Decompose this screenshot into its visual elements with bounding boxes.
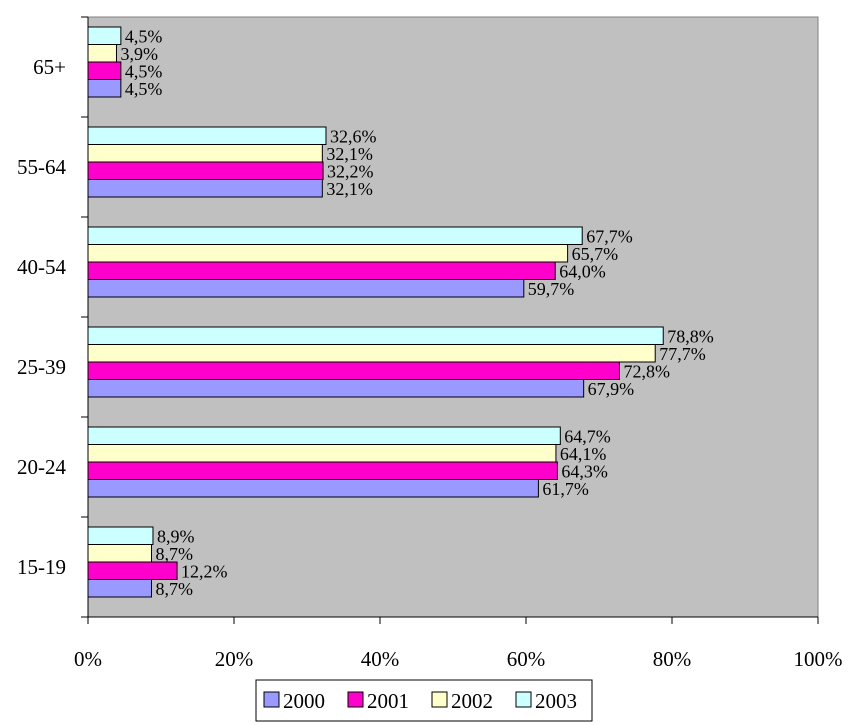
- bar-2001: [87, 561, 178, 580]
- bar-2000: [87, 79, 122, 98]
- data-label: 61,7%: [542, 479, 589, 499]
- x-tick-label: 60%: [507, 647, 546, 671]
- data-label: 4,5%: [125, 79, 163, 99]
- x-tick-label: 20%: [215, 647, 254, 671]
- data-label: 32,6%: [330, 127, 377, 147]
- data-label: 3,9%: [120, 44, 158, 64]
- bar-2000: [87, 379, 585, 398]
- legend-swatch-2000: [263, 691, 280, 708]
- bar-2001: [87, 261, 556, 280]
- data-label: 4,5%: [125, 62, 163, 82]
- bar-2002: [87, 344, 656, 363]
- bar-2000: [87, 579, 153, 598]
- category-label: 25-39: [17, 355, 66, 379]
- data-label: 4,5%: [125, 27, 163, 47]
- bar-2001: [87, 461, 558, 480]
- bar-2003: [87, 426, 561, 445]
- bar-2003: [87, 526, 154, 545]
- data-label: 65,7%: [572, 244, 619, 264]
- legend-label: 2001: [367, 689, 409, 713]
- data-label: 32,1%: [326, 144, 373, 164]
- bar-2003: [87, 26, 122, 45]
- legend-label: 2002: [451, 689, 493, 713]
- bar-2000: [87, 179, 323, 198]
- category-label: 20-24: [17, 455, 66, 479]
- plot-area: [87, 16, 819, 618]
- category-label: 65+: [33, 55, 66, 79]
- data-label: 8,7%: [156, 579, 194, 599]
- legend-label: 2003: [535, 689, 577, 713]
- bar-2001: [87, 161, 324, 180]
- data-label: 64,0%: [559, 262, 606, 282]
- bar-2003: [87, 326, 664, 345]
- bar-2002: [87, 444, 557, 463]
- legend-label: 2000: [283, 689, 325, 713]
- bar-2001: [87, 361, 620, 380]
- data-label: 32,2%: [327, 162, 374, 182]
- bar-2000: [87, 279, 525, 298]
- x-tick-label: 80%: [653, 647, 692, 671]
- data-label: 67,7%: [586, 227, 633, 247]
- data-label: 67,9%: [588, 379, 635, 399]
- bar-2002: [87, 244, 569, 263]
- bar-2000: [87, 479, 539, 498]
- data-label: 8,7%: [156, 544, 194, 564]
- data-label: 32,1%: [326, 179, 373, 199]
- category-label: 15-19: [17, 555, 66, 579]
- data-label: 12,2%: [181, 562, 228, 582]
- bar-2003: [87, 126, 327, 145]
- category-label: 40-54: [17, 255, 66, 279]
- legend: [255, 679, 593, 722]
- legend-swatch-2003: [515, 691, 532, 708]
- data-label: 64,7%: [564, 427, 611, 447]
- data-label: 59,7%: [528, 279, 575, 299]
- bar-2002: [87, 544, 153, 563]
- legend-swatch-2002: [431, 691, 448, 708]
- category-label: 55-64: [17, 155, 66, 179]
- data-label: 8,9%: [157, 527, 195, 547]
- data-label: 77,7%: [659, 344, 706, 364]
- data-label: 78,8%: [667, 327, 714, 347]
- bar-2001: [87, 61, 122, 80]
- x-tick-label: 40%: [361, 647, 400, 671]
- data-label: 64,3%: [561, 462, 608, 482]
- data-label: 72,8%: [623, 362, 670, 382]
- bar-2002: [87, 144, 323, 163]
- bar-2002: [87, 44, 117, 63]
- x-tick-label: 100%: [794, 647, 843, 671]
- data-label: 64,1%: [560, 444, 607, 464]
- legend-swatch-2001: [347, 691, 364, 708]
- bar-2003: [87, 226, 583, 245]
- x-tick-label: 0%: [74, 647, 102, 671]
